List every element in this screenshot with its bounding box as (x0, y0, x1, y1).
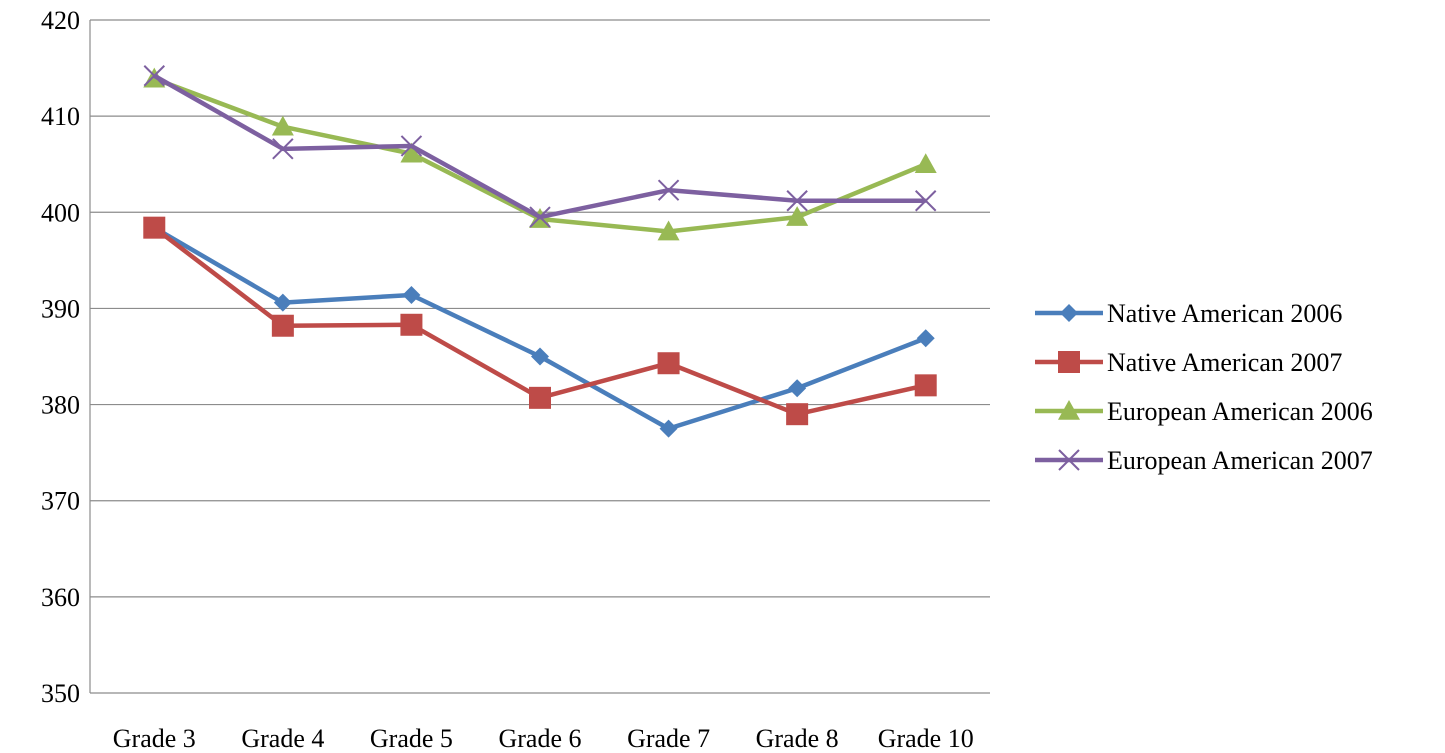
x-axis-tick-labels: Grade 3 Grade 4 Grade 5 Grade 6 Grade 7 Grade… (113, 724, 974, 753)
data-point (400, 142, 423, 163)
x-tick-label: Grade 7 (627, 724, 710, 753)
data-point (400, 135, 423, 157)
legend-entry: European American 2006 (1035, 397, 1373, 426)
data-point (914, 153, 937, 174)
x-tick-label: Grade 5 (370, 724, 453, 753)
series-3 (143, 65, 937, 228)
series-line (152, 225, 927, 417)
x-tick-label: Grade 3 (113, 724, 196, 753)
legend-entry: Native American 2006 (1035, 299, 1342, 328)
x-tick-label: Grade 8 (756, 724, 839, 753)
legend-marker (1058, 449, 1080, 471)
data-point (659, 419, 678, 438)
data-point (657, 352, 680, 375)
y-tick-label: 370 (41, 487, 80, 516)
data-point (400, 313, 423, 336)
data-point (531, 347, 549, 366)
data-point (916, 329, 935, 348)
data-point (657, 179, 680, 201)
data-point (788, 379, 807, 398)
data-point (914, 374, 937, 397)
series-1 (143, 216, 937, 426)
data-point (143, 65, 165, 87)
data-point (657, 220, 680, 241)
data-point (786, 403, 809, 426)
data-point (529, 206, 551, 228)
legend-label: European American 2007 (1107, 446, 1373, 475)
legend: Native American 2006 Native American 2007… (1035, 299, 1373, 475)
data-point (786, 206, 809, 226)
y-tick-label: 380 (41, 391, 80, 420)
legend-label: European American 2006 (1107, 397, 1373, 426)
legend-marker (1058, 400, 1080, 420)
y-tick-label: 350 (41, 679, 80, 708)
data-point (271, 314, 294, 337)
data-point (529, 386, 551, 409)
legend-marker (1060, 304, 1078, 322)
x-tick-label: Grade 4 (241, 724, 324, 753)
legend-label: Native American 2006 (1107, 299, 1342, 328)
y-tick-label: 390 (41, 294, 80, 323)
y-tick-label: 360 (41, 583, 80, 612)
y-tick-label: 420 (41, 6, 80, 35)
data-point (273, 293, 292, 312)
data-point (402, 285, 421, 304)
legend-label: Native American 2007 (1107, 348, 1342, 377)
legend-entry: Native American 2007 (1035, 348, 1342, 377)
x-tick-label: Grade 6 (498, 724, 581, 753)
data-point (272, 138, 294, 160)
data-point (915, 190, 937, 212)
y-tick-label: 410 (41, 102, 80, 131)
series-line (153, 73, 926, 220)
data-point (271, 115, 294, 136)
series-lines (143, 65, 937, 438)
data-point (786, 190, 808, 212)
series-2 (143, 67, 937, 241)
legend-entry: European American 2007 (1035, 446, 1373, 475)
data-point (143, 216, 166, 239)
y-axis-tick-labels: 350 360 370 380 390 400 410 420 (41, 6, 80, 708)
x-tick-label: Grade 10 (878, 724, 974, 753)
legend-marker (1058, 351, 1080, 373)
y-tick-label: 400 (41, 198, 80, 227)
